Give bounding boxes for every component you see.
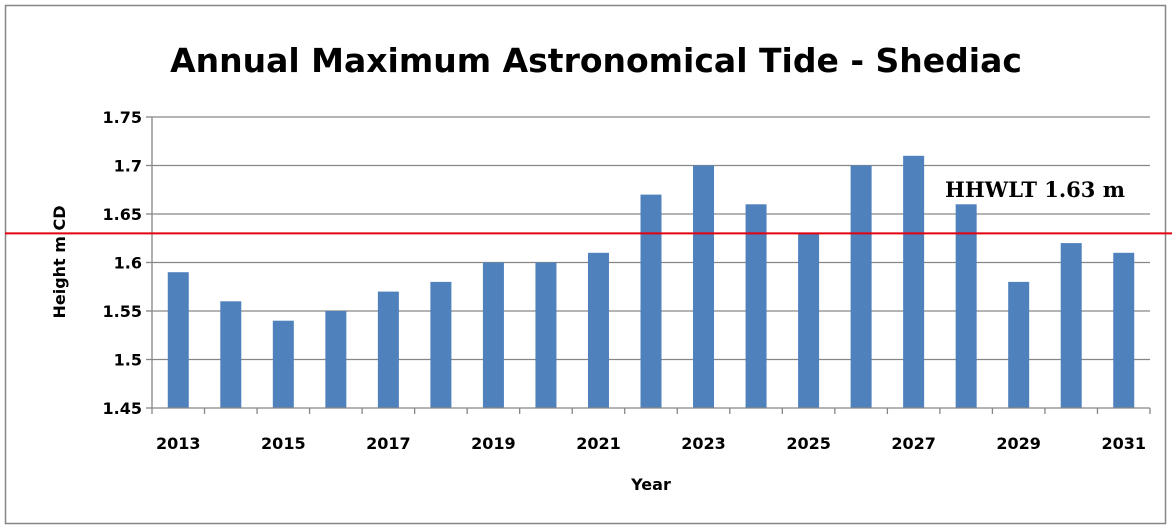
y-tick-label: 1.7 xyxy=(114,157,142,176)
bar-2030 xyxy=(1060,243,1082,408)
x-tick-label: 2017 xyxy=(366,434,411,453)
x-tick-label: 2025 xyxy=(786,434,831,453)
bar-2018 xyxy=(430,281,452,408)
y-tick-label: 1.45 xyxy=(103,399,142,418)
y-tick-label: 1.6 xyxy=(114,254,142,273)
x-tick-label: 2029 xyxy=(996,434,1041,453)
x-tick-labels: 2013 2015 2017 2019 2021 2023 2025 2027 2029 2031 xyxy=(156,434,1146,453)
x-tick-label: 2031 xyxy=(1101,434,1146,453)
bar-2027 xyxy=(903,155,925,408)
bar-2019 xyxy=(482,262,504,408)
bar-2028 xyxy=(955,204,977,408)
y-tick-label: 1.65 xyxy=(103,205,142,224)
bar-2014 xyxy=(220,301,242,408)
bar-2021 xyxy=(587,252,609,408)
gridlines xyxy=(152,116,1150,361)
bar-2016 xyxy=(325,311,347,408)
y-tick-label: 1.75 xyxy=(103,108,142,127)
bars xyxy=(167,155,1135,408)
axes xyxy=(146,116,1151,414)
x-tick-label: 2021 xyxy=(576,434,621,453)
y-tick-labels: 1.45 1.5 1.55 1.6 1.65 1.7 1.75 xyxy=(103,108,142,418)
y-tick-label: 1.5 xyxy=(114,351,142,370)
x-axis-title: Year xyxy=(630,475,671,494)
reference-line-label: HHWLT 1.63 m xyxy=(945,177,1125,202)
bar-2023 xyxy=(693,165,715,408)
x-tick-label: 2023 xyxy=(681,434,726,453)
chart-title: Annual Maximum Astronomical Tide - Shedi… xyxy=(170,41,1022,80)
y-axis-title: Height m CD xyxy=(50,205,69,318)
bar-2031 xyxy=(1113,252,1135,408)
bar-2029 xyxy=(1008,281,1030,408)
x-tick-label: 2019 xyxy=(471,434,516,453)
bar-2026 xyxy=(850,165,872,408)
x-tick-label: 2027 xyxy=(891,434,936,453)
x-tick-label: 2015 xyxy=(261,434,306,453)
bar-2022 xyxy=(640,194,662,408)
bar-2025 xyxy=(798,233,820,408)
y-tick-label: 1.55 xyxy=(103,302,142,321)
bar-2013 xyxy=(167,272,189,408)
bar-2024 xyxy=(745,204,767,408)
bar-2017 xyxy=(377,291,399,408)
x-tick-label: 2013 xyxy=(156,434,201,453)
bar-2015 xyxy=(272,320,294,408)
bar-2020 xyxy=(535,262,557,408)
